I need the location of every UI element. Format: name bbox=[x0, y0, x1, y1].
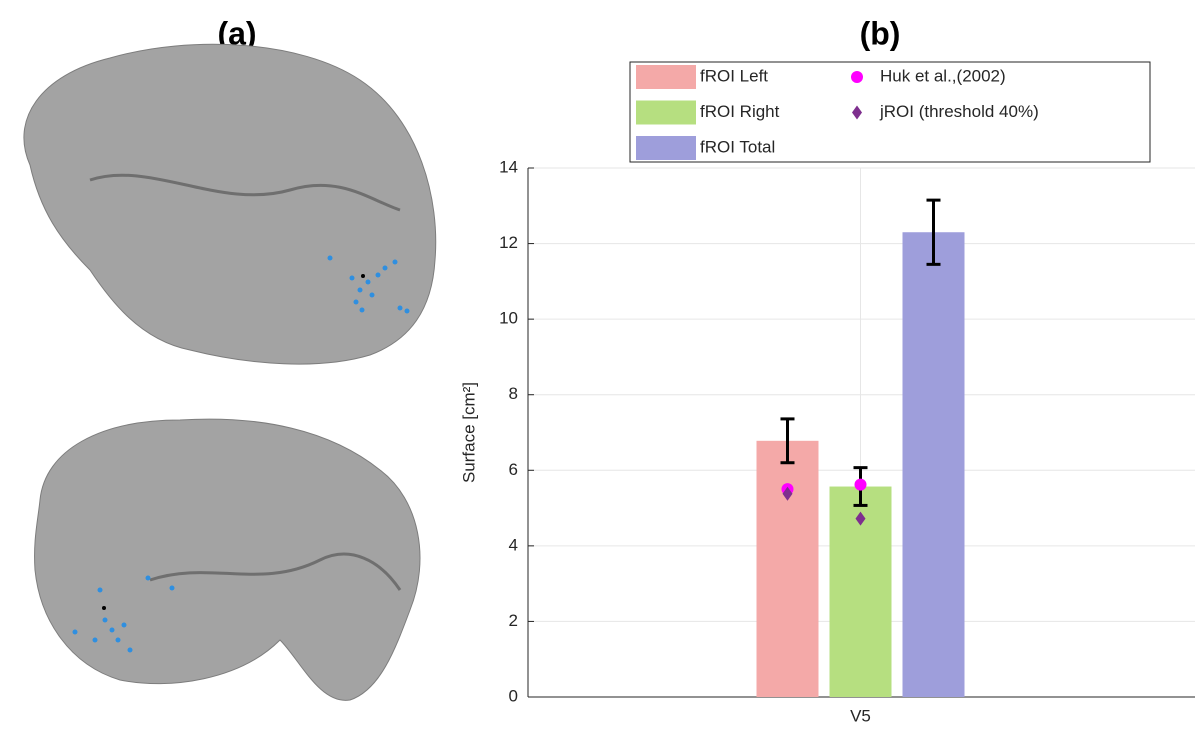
brain-images bbox=[23, 43, 437, 701]
legend-marker bbox=[851, 71, 863, 83]
brain-lateral bbox=[23, 43, 437, 365]
point bbox=[855, 511, 866, 526]
legend-swatch bbox=[636, 136, 696, 160]
legend-label: jROI (threshold 40%) bbox=[879, 102, 1039, 121]
error-bar bbox=[926, 198, 941, 266]
legend-label: Huk et al.,(2002) bbox=[880, 66, 1006, 85]
point bbox=[782, 486, 793, 501]
legend-label: fROI Total bbox=[700, 137, 775, 156]
legend-swatch bbox=[636, 100, 696, 125]
sulcus bbox=[89, 173, 401, 212]
legend-box bbox=[629, 61, 1151, 163]
legend-label: fROI Left bbox=[700, 66, 768, 85]
y-tick-label: 8 bbox=[509, 384, 518, 403]
reference-dot bbox=[361, 274, 365, 278]
bar bbox=[902, 232, 965, 697]
y-tick-label: 2 bbox=[509, 611, 518, 630]
y-tick-label: 0 bbox=[509, 686, 518, 705]
sulcus bbox=[149, 552, 402, 591]
y-axis-label: Surface [cm²] bbox=[459, 382, 478, 483]
y-tick-label: 6 bbox=[509, 460, 518, 479]
electrode-dots bbox=[72, 255, 410, 653]
error-bar bbox=[780, 417, 795, 465]
y-tick-label: 14 bbox=[499, 157, 518, 176]
legend-label: fROI Right bbox=[700, 102, 780, 121]
y-tick-label: 10 bbox=[499, 309, 518, 328]
panel-label: (b) bbox=[860, 15, 901, 51]
legend-swatch bbox=[636, 65, 696, 89]
point bbox=[854, 478, 867, 491]
brain-medial bbox=[34, 418, 421, 701]
bar bbox=[756, 440, 819, 697]
reference-dot bbox=[102, 606, 106, 610]
x-tick-label: V5 bbox=[850, 706, 871, 725]
y-tick-label: 12 bbox=[499, 233, 518, 252]
y-tick-label: 4 bbox=[509, 535, 518, 554]
legend-marker bbox=[852, 105, 862, 120]
